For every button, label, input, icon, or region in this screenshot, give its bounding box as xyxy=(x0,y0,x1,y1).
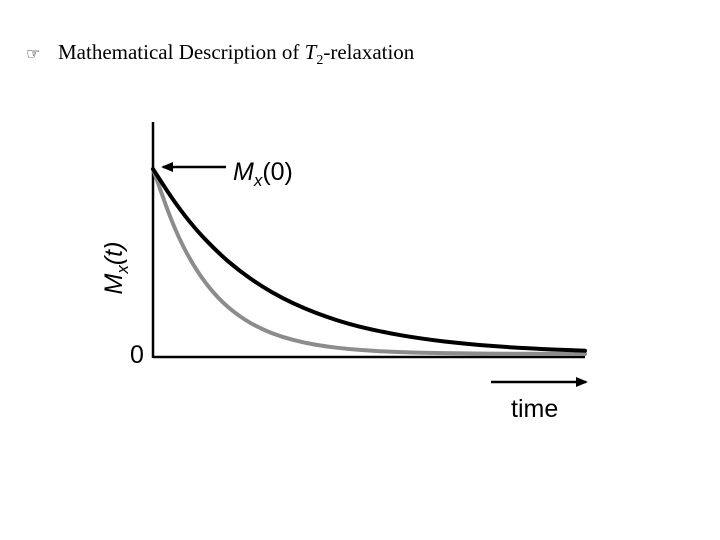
title-subscript: 2 xyxy=(316,53,324,69)
annotation-sub: x xyxy=(253,171,263,190)
annotation-label: Mx(0) xyxy=(233,158,293,190)
series-line-2 xyxy=(151,167,587,357)
title-symbol: T xyxy=(304,40,317,64)
y-zero-label: 0 xyxy=(130,341,144,369)
pointing-hand-icon: ☞ xyxy=(26,44,41,63)
slide-title: ☞ Mathematical Description of T2-relaxati… xyxy=(26,40,414,69)
title-suffix: -relaxation xyxy=(323,40,415,64)
title-prefix: Mathematical Description of xyxy=(58,40,305,64)
svg-text:Mx(t): Mx(t) xyxy=(100,242,132,295)
series-line-1 xyxy=(151,167,587,353)
x-axis-label: time xyxy=(511,395,558,423)
annotation-arg: (0) xyxy=(262,158,293,186)
y-axis-label-main: M xyxy=(100,273,128,294)
y-axis-label-sub: x xyxy=(113,265,132,275)
annotation-main: M xyxy=(233,158,254,186)
y-axis-label-arg: (t) xyxy=(100,242,128,266)
y-axis-label: Mx(t) xyxy=(100,242,132,295)
series-layer xyxy=(151,167,587,357)
